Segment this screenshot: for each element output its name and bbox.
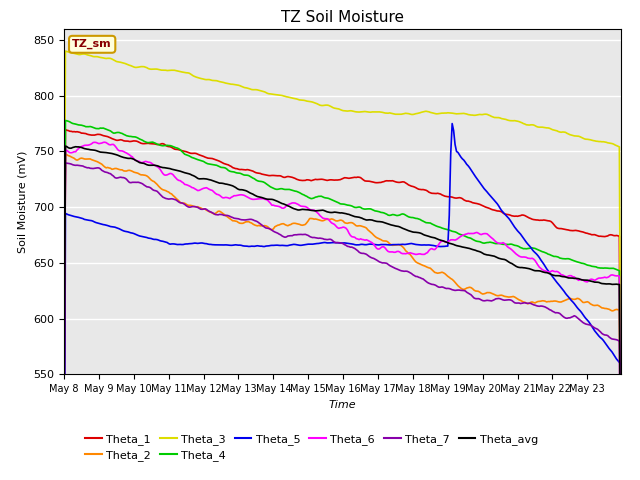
Theta_7 xyxy=(98,168,106,173)
Theta_3 xyxy=(541,125,549,131)
Theta_7 xyxy=(60,435,68,441)
Theta_5 xyxy=(97,221,104,227)
Theta_2 xyxy=(61,152,69,157)
Theta_7 xyxy=(614,337,621,343)
Theta_3 xyxy=(60,360,68,366)
Theta_5 xyxy=(346,241,354,247)
Theta_avg xyxy=(98,149,106,155)
Theta_1 xyxy=(348,175,356,180)
Line: Theta_6: Theta_6 xyxy=(64,142,621,480)
Theta_3 xyxy=(617,424,625,430)
Theta_3 xyxy=(61,48,69,54)
Theta_1 xyxy=(98,132,106,138)
Theta_6 xyxy=(79,143,87,149)
Line: Theta_1: Theta_1 xyxy=(64,130,621,480)
Theta_6 xyxy=(458,232,466,238)
Theta_6 xyxy=(60,427,68,432)
Theta_4 xyxy=(348,203,356,209)
Line: Theta_7: Theta_7 xyxy=(64,163,621,480)
Theta_3 xyxy=(458,110,466,116)
Line: Theta_avg: Theta_avg xyxy=(64,146,621,480)
Theta_3 xyxy=(348,108,356,114)
Theta_7 xyxy=(61,160,69,166)
Theta_5 xyxy=(458,156,466,162)
Title: TZ Soil Moisture: TZ Soil Moisture xyxy=(281,10,404,25)
Theta_1 xyxy=(60,413,68,419)
Theta_avg xyxy=(61,143,69,149)
Theta_7 xyxy=(348,244,356,250)
Theta_4 xyxy=(61,118,69,123)
Theta_7 xyxy=(458,288,466,293)
Theta_5 xyxy=(614,358,621,363)
Line: Theta_5: Theta_5 xyxy=(64,123,621,480)
Theta_1 xyxy=(61,127,69,132)
Theta_6 xyxy=(348,234,356,240)
Theta_6 xyxy=(614,273,621,279)
Theta_3 xyxy=(98,55,106,60)
Theta_4 xyxy=(98,125,106,131)
Line: Theta_3: Theta_3 xyxy=(64,51,621,427)
Theta_3 xyxy=(81,51,88,57)
Theta_avg xyxy=(81,146,88,152)
Theta_6 xyxy=(101,139,109,145)
Y-axis label: Soil Moisture (mV): Soil Moisture (mV) xyxy=(17,150,28,253)
Theta_6 xyxy=(541,268,549,274)
Theta_4 xyxy=(541,250,549,255)
Theta_1 xyxy=(458,196,466,202)
Theta_2 xyxy=(541,299,549,304)
Line: Theta_4: Theta_4 xyxy=(64,120,621,480)
Theta_7 xyxy=(541,304,549,310)
Theta_6 xyxy=(97,141,104,146)
Theta_1 xyxy=(614,233,621,239)
Theta_avg xyxy=(348,213,356,218)
Theta_5 xyxy=(541,264,549,269)
Theta_1 xyxy=(81,131,88,136)
Line: Theta_2: Theta_2 xyxy=(64,155,621,480)
Theta_avg xyxy=(60,423,68,429)
Theta_avg xyxy=(458,244,466,250)
Theta_1 xyxy=(541,217,549,223)
Theta_2 xyxy=(348,220,356,226)
Theta_2 xyxy=(60,429,68,434)
Theta_3 xyxy=(614,144,621,149)
Theta_2 xyxy=(81,156,88,162)
Theta_2 xyxy=(614,307,621,312)
Theta_5 xyxy=(449,120,456,126)
Theta_4 xyxy=(458,232,466,238)
Theta_avg xyxy=(541,270,549,276)
Theta_avg xyxy=(614,281,621,287)
Theta_4 xyxy=(81,123,88,129)
Theta_2 xyxy=(98,161,106,167)
Theta_4 xyxy=(60,407,68,412)
X-axis label: Time: Time xyxy=(328,400,356,409)
Theta_7 xyxy=(81,164,88,170)
Text: TZ_sm: TZ_sm xyxy=(72,39,112,49)
Theta_2 xyxy=(458,286,466,292)
Theta_5 xyxy=(617,361,625,367)
Theta_5 xyxy=(79,216,87,221)
Legend: Theta_1, Theta_2, Theta_3, Theta_4, Theta_5, Theta_6, Theta_7, Theta_avg: Theta_1, Theta_2, Theta_3, Theta_4, Thet… xyxy=(81,429,543,466)
Theta_4 xyxy=(614,267,621,273)
